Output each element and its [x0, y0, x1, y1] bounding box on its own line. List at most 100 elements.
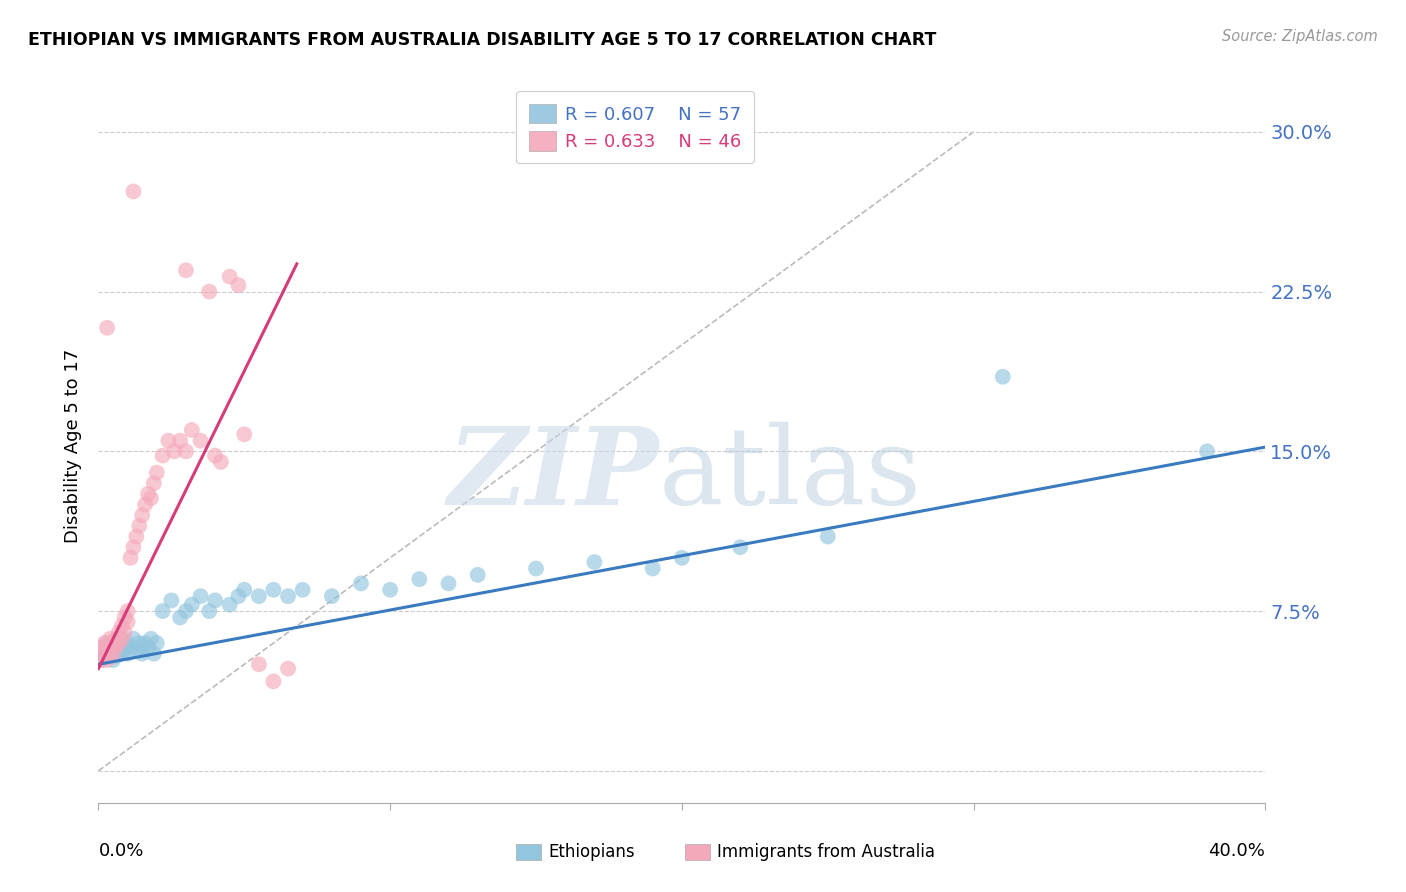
- Point: [96, 636, 118, 650]
- Point: [157, 434, 180, 448]
- Point: [817, 529, 839, 543]
- Point: [160, 593, 183, 607]
- Legend: R = 0.607    N = 57, R = 0.633    N = 46: R = 0.607 N = 57, R = 0.633 N = 46: [516, 91, 754, 163]
- Point: [98, 647, 121, 661]
- Point: [125, 642, 148, 657]
- Point: [96, 320, 118, 334]
- Point: [136, 640, 159, 655]
- Point: [111, 647, 134, 661]
- Point: [228, 589, 250, 603]
- Point: [277, 589, 299, 603]
- Text: Immigrants from Australia: Immigrants from Australia: [717, 843, 935, 861]
- Point: [134, 636, 156, 650]
- Point: [104, 648, 127, 663]
- Point: [122, 540, 145, 554]
- Point: [247, 657, 270, 672]
- Point: [128, 519, 150, 533]
- Point: [117, 647, 139, 661]
- Point: [198, 285, 221, 299]
- Point: [146, 466, 169, 480]
- Point: [101, 653, 124, 667]
- Point: [93, 640, 115, 655]
- Point: [120, 640, 142, 655]
- Point: [190, 434, 212, 448]
- Point: [104, 642, 127, 657]
- Point: [671, 550, 693, 565]
- Point: [131, 508, 153, 523]
- Point: [730, 540, 752, 554]
- Point: [524, 561, 547, 575]
- Point: [111, 632, 134, 646]
- Point: [96, 640, 118, 655]
- Point: [174, 444, 197, 458]
- Point: [114, 642, 136, 657]
- Point: [169, 434, 191, 448]
- Point: [233, 427, 256, 442]
- Point: [209, 455, 232, 469]
- Point: [1195, 444, 1218, 458]
- Point: [198, 604, 221, 618]
- Point: [146, 636, 169, 650]
- Point: [108, 625, 131, 640]
- Point: [114, 610, 136, 624]
- Point: [583, 555, 606, 569]
- Point: [90, 640, 112, 655]
- Text: ETHIOPIAN VS IMMIGRANTS FROM AUSTRALIA DISABILITY AGE 5 TO 17 CORRELATION CHART: ETHIOPIAN VS IMMIGRANTS FROM AUSTRALIA D…: [28, 31, 936, 49]
- Text: atlas: atlas: [658, 422, 921, 527]
- Point: [190, 589, 212, 603]
- Point: [467, 567, 489, 582]
- Point: [641, 561, 664, 575]
- Point: [104, 632, 127, 646]
- Point: [136, 487, 159, 501]
- Point: [122, 632, 145, 646]
- Point: [134, 498, 156, 512]
- Y-axis label: Disability Age 5 to 17: Disability Age 5 to 17: [65, 349, 83, 543]
- Point: [131, 640, 153, 655]
- Point: [104, 640, 127, 655]
- Point: [437, 576, 460, 591]
- Point: [117, 636, 139, 650]
- Point: [120, 550, 142, 565]
- Point: [218, 598, 240, 612]
- Point: [408, 572, 430, 586]
- Point: [139, 491, 162, 506]
- Point: [111, 632, 134, 646]
- Point: [163, 444, 186, 458]
- Point: [169, 610, 191, 624]
- Point: [180, 598, 202, 612]
- Text: Ethiopians: Ethiopians: [548, 843, 636, 861]
- Point: [152, 449, 174, 463]
- Point: [174, 604, 197, 618]
- Point: [277, 662, 299, 676]
- Point: [180, 423, 202, 437]
- Point: [90, 653, 112, 667]
- Point: [204, 593, 226, 607]
- Point: [90, 653, 112, 667]
- Point: [247, 589, 270, 603]
- Point: [98, 648, 121, 663]
- Point: [321, 589, 343, 603]
- Point: [101, 636, 124, 650]
- Point: [108, 636, 131, 650]
- Point: [142, 647, 165, 661]
- Point: [350, 576, 373, 591]
- Point: [128, 636, 150, 650]
- Point: [174, 263, 197, 277]
- Point: [262, 582, 284, 597]
- Point: [125, 529, 148, 543]
- Point: [142, 476, 165, 491]
- Point: [262, 674, 284, 689]
- Point: [122, 185, 145, 199]
- Text: ZIP: ZIP: [447, 422, 658, 527]
- Point: [98, 632, 121, 646]
- Point: [233, 582, 256, 597]
- Point: [117, 604, 139, 618]
- Point: [108, 640, 131, 655]
- Text: Source: ZipAtlas.com: Source: ZipAtlas.com: [1222, 29, 1378, 44]
- Point: [98, 640, 121, 655]
- Point: [204, 449, 226, 463]
- Point: [93, 648, 115, 663]
- Text: 0.0%: 0.0%: [98, 842, 143, 860]
- Point: [152, 604, 174, 618]
- Point: [101, 647, 124, 661]
